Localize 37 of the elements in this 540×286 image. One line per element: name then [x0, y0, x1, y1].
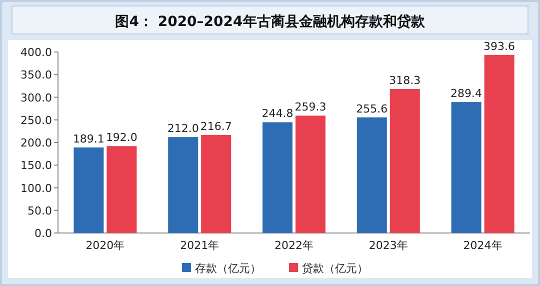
x-tick-label: 2020年 — [86, 239, 125, 252]
data-label: 318.3 — [389, 74, 421, 87]
data-label: 259.3 — [294, 100, 326, 114]
data-label: 216.7 — [200, 120, 232, 133]
y-tick-label: 250.0 — [20, 114, 52, 127]
bar — [356, 117, 387, 233]
y-tick-label: 200.0 — [20, 136, 52, 150]
bar — [390, 88, 420, 233]
bar — [74, 147, 104, 233]
x-tick-label: 2024年 — [463, 239, 502, 252]
bar — [451, 102, 482, 233]
data-label: 289.4 — [450, 87, 482, 100]
y-tick-label: 300.0 — [20, 91, 52, 104]
data-label: 212.0 — [167, 122, 199, 136]
y-tick-label: 0.0 — [34, 227, 52, 240]
y-tick-label: 350.0 — [20, 68, 52, 82]
legend-label: 存款（亿元） — [195, 262, 261, 275]
bar — [106, 146, 137, 233]
bar — [484, 54, 514, 233]
data-label: 192.0 — [106, 131, 138, 144]
data-label: 244.8 — [262, 107, 294, 120]
x-tick-label: 2023年 — [368, 239, 408, 252]
bar — [262, 122, 292, 233]
legend-label: 贷款（亿元） — [302, 262, 368, 275]
bar — [296, 116, 326, 233]
y-tick-label: 150.0 — [20, 159, 52, 172]
data-label: 393.6 — [484, 40, 516, 53]
y-tick-label: 100.0 — [20, 182, 52, 195]
y-tick-label: 50.0 — [28, 204, 52, 218]
bar — [168, 137, 198, 233]
chart-title: 图4： 2020–2024年古蔺县金融机构存款和贷款 — [115, 13, 426, 30]
data-label: 189.1 — [72, 132, 104, 146]
bar — [201, 134, 232, 233]
y-tick-label: 400.0 — [20, 46, 52, 59]
x-tick-label: 2022年 — [274, 239, 314, 252]
x-tick-label: 2021年 — [180, 239, 220, 252]
data-label: 255.6 — [356, 102, 388, 116]
